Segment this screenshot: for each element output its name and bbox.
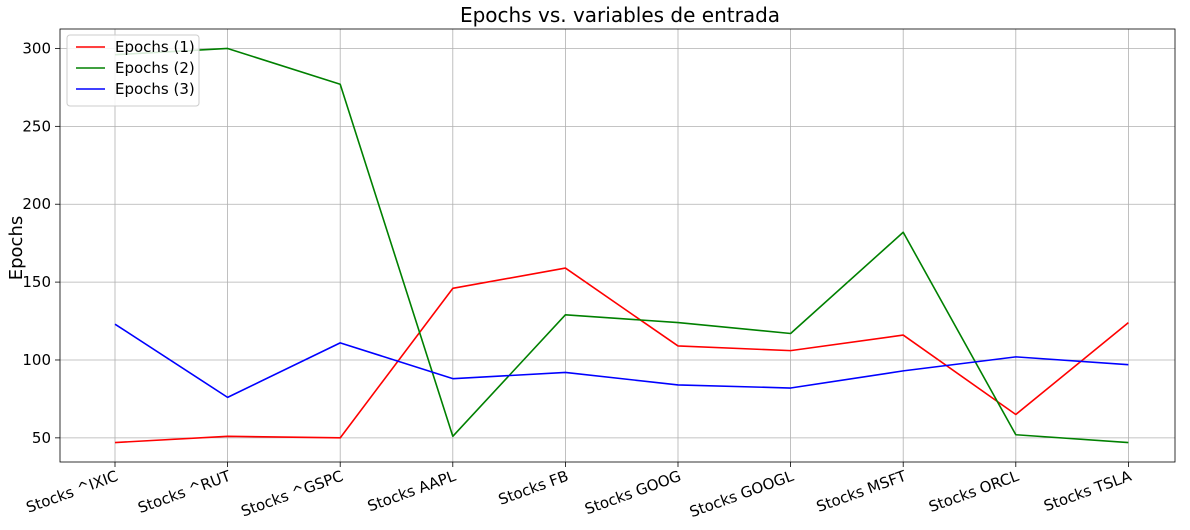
y-tick-label: 50 <box>32 429 51 447</box>
series-line <box>114 267 1129 444</box>
x-axis-ticks: Stocks ^IXIC Stocks ^RUT Stocks ^GSPC Stock… <box>24 462 1134 522</box>
x-tick-label: Stocks GOOG <box>582 467 683 518</box>
chart-title: Epochs vs. variables de entrada <box>460 3 780 27</box>
x-tick-label: Stocks ^RUT <box>135 467 233 517</box>
series-layer <box>114 47 1129 444</box>
x-tick-label: Stocks GOOGL <box>687 467 796 522</box>
legend-label: Epochs (2) <box>115 59 195 77</box>
legend-label: Epochs (3) <box>115 80 195 98</box>
y-tick-label: 300 <box>22 39 51 57</box>
x-tick-label: Stocks ORCL <box>926 467 1021 516</box>
y-tick-label: 150 <box>22 273 51 291</box>
legend: Epochs (1) Epochs (2) Epochs (3) <box>66 34 200 107</box>
x-tick-label: Stocks MSFT <box>814 467 909 516</box>
plot-border <box>59 28 1176 463</box>
y-tick-label: 200 <box>22 195 51 213</box>
y-tick-label: 100 <box>22 351 51 369</box>
x-tick-label: Stocks ^GSPC <box>239 467 346 521</box>
grid-layer <box>60 29 1175 462</box>
x-tick-label: Stocks TSLA <box>1041 467 1134 516</box>
plot-frame <box>59 28 1176 463</box>
series-line <box>114 47 1129 444</box>
x-tick-label: Stocks ^IXIC <box>24 467 121 517</box>
x-tick-label: Stocks FB <box>496 467 571 509</box>
y-axis-label: Epochs <box>6 216 27 281</box>
y-axis-ticks: 50 100 150 200 250 300 <box>22 39 60 447</box>
legend-label: Epochs (1) <box>115 38 195 56</box>
y-tick-label: 250 <box>22 117 51 135</box>
series-line <box>114 323 1129 399</box>
x-tick-label: Stocks AAPL <box>365 467 459 516</box>
